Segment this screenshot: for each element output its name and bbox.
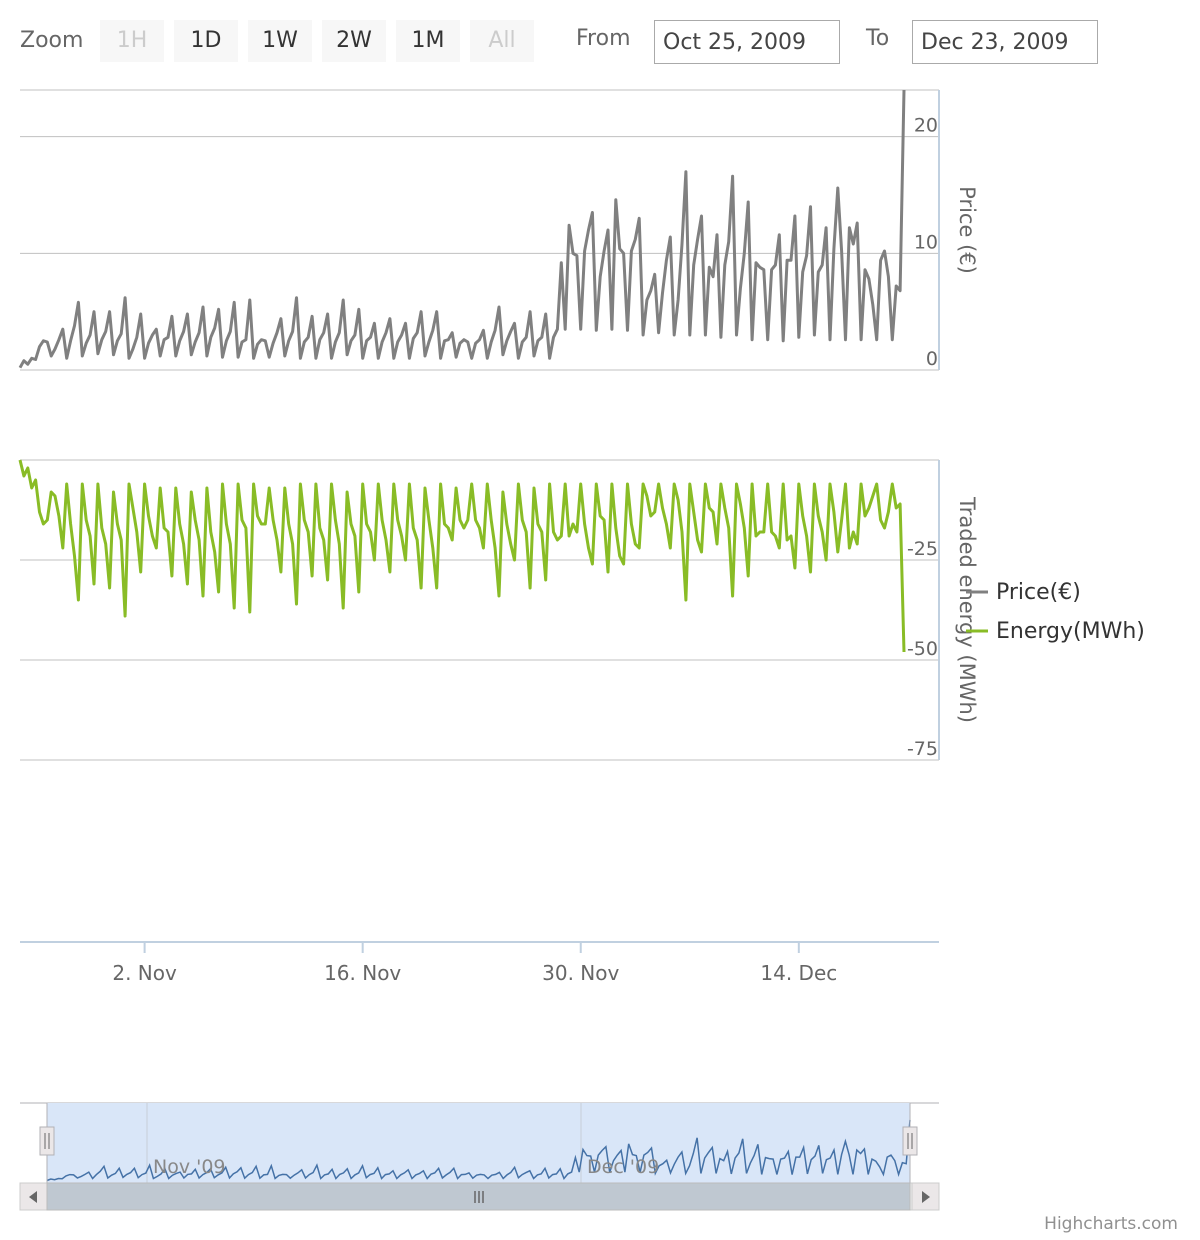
zoom-1m-button[interactable]: 1M (396, 20, 460, 62)
zoom-all-button[interactable]: All (470, 20, 534, 62)
zoom-1d-button[interactable]: 1D (174, 20, 238, 62)
legend-item-price[interactable]: Price(€) (966, 580, 1081, 605)
legend-energy-label: Energy(MWh) (996, 619, 1145, 644)
from-date-input[interactable] (654, 20, 840, 64)
x-tick-label: 14. Dec (760, 961, 837, 985)
price-y-tick-labels: 0 10 20 (914, 115, 938, 370)
arrow-right-icon (922, 1191, 930, 1203)
energy-panel: -25 -50 -75 Traded energy (MWh) (18, 459, 979, 761)
navigator-tick-nov: Nov '09 (153, 1156, 226, 1178)
x-tick-label: 16. Nov (324, 961, 401, 985)
x-tick-label: 2. Nov (112, 961, 177, 985)
legend: Price(€) Energy(MWh) (966, 580, 1145, 644)
price-series-line[interactable] (18, 89, 906, 369)
y-tick-label: 10 (914, 231, 938, 253)
energy-y-tick-labels: -25 -50 -75 (907, 538, 938, 760)
scrollbar-left-button[interactable] (19, 1182, 48, 1211)
price-y-axis-title: Price (€) (955, 186, 979, 274)
to-date-input[interactable] (912, 20, 1098, 64)
scrollbar (19, 1182, 940, 1211)
legend-item-energy[interactable]: Energy(MWh) (966, 619, 1145, 644)
scrollbar-thumb[interactable] (46, 1182, 911, 1211)
energy-y-axis-title: Traded energy (MWh) (955, 496, 979, 723)
y-tick-label: 0 (926, 348, 938, 370)
navigator-right-handle[interactable] (902, 1126, 918, 1156)
navigator-tick-dec: Dec '09 (587, 1156, 659, 1178)
navigator: Nov '09 Dec '09 (20, 1102, 939, 1183)
energy-series-line[interactable] (18, 459, 906, 653)
x-axis: 2. Nov 16. Nov 30. Nov 14. Dec (20, 941, 939, 985)
y-tick-label: 20 (914, 115, 938, 137)
y-tick-label: -75 (907, 738, 938, 760)
from-label: From (576, 26, 631, 51)
legend-price-label: Price(€) (996, 580, 1081, 605)
navigator-left-handle[interactable] (39, 1126, 55, 1156)
y-tick-label: -25 (907, 538, 938, 560)
price-gridlines (20, 89, 939, 371)
y-tick-label: -50 (907, 638, 938, 660)
zoom-1h-button[interactable]: 1H (100, 20, 164, 62)
range-selector: Zoom 1H 1D 1W 2W 1M All From To (0, 0, 1200, 80)
to-label: To (866, 26, 890, 51)
navigator-series-line (46, 1119, 911, 1182)
zoom-1w-button[interactable]: 1W (248, 20, 312, 62)
x-tick-label: 30. Nov (542, 961, 619, 985)
highcharts-credit[interactable]: Highcharts.com (1044, 1214, 1178, 1234)
zoom-2w-button[interactable]: 2W (322, 20, 386, 62)
x-axis-ticks: 2. Nov 16. Nov 30. Nov 14. Dec (112, 942, 837, 985)
arrow-left-icon (29, 1191, 37, 1203)
navigator-selection-mask[interactable] (47, 1103, 910, 1183)
energy-gridlines (20, 459, 939, 761)
zoom-label: Zoom (20, 28, 84, 53)
price-panel: 0 10 20 Price (€) (18, 89, 979, 371)
scrollbar-right-button[interactable] (911, 1182, 940, 1211)
